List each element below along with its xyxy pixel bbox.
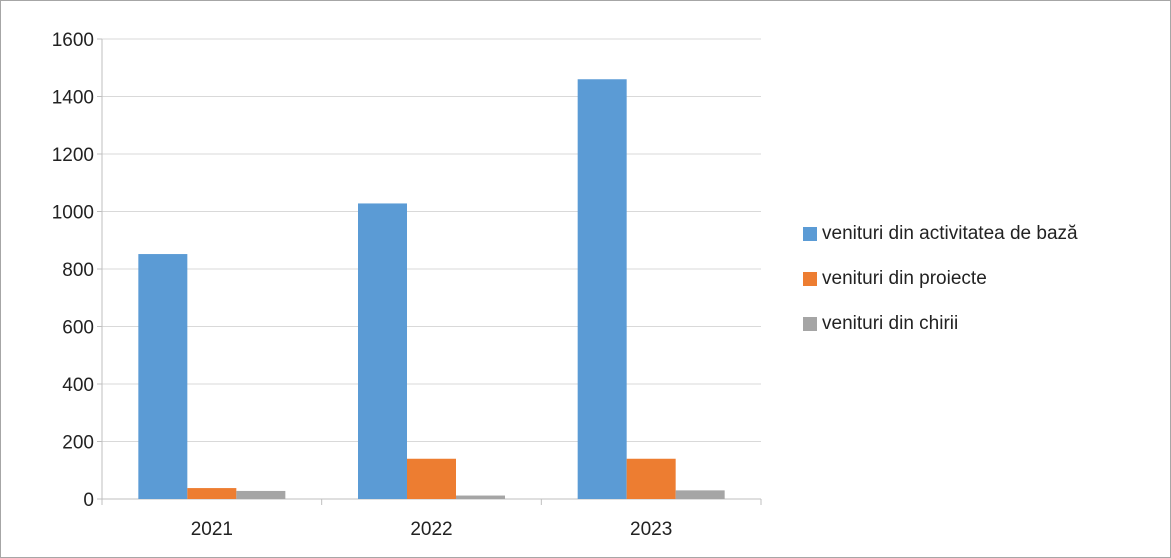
bar-2021-series-0 bbox=[138, 254, 188, 499]
x-tick-label: 2023 bbox=[630, 519, 672, 540]
y-tick-label: 400 bbox=[62, 375, 94, 396]
legend-swatch bbox=[803, 272, 817, 286]
y-tick-label: 200 bbox=[62, 433, 94, 454]
legend-label: venituri din chirii bbox=[822, 313, 958, 334]
y-tick-label: 1600 bbox=[52, 30, 94, 51]
x-tick-label: 2021 bbox=[191, 519, 233, 540]
axes bbox=[97, 38, 762, 505]
x-tick-label: 2022 bbox=[410, 519, 452, 540]
bar-2022-series-0 bbox=[358, 203, 407, 499]
y-tick-label: 1200 bbox=[52, 145, 94, 166]
y-tick-label: 1400 bbox=[52, 88, 94, 109]
bar-2023-series-2 bbox=[675, 490, 725, 499]
y-axis-ticks: 0 200 400 600 800 1000 1200 1400 1600 bbox=[52, 30, 94, 511]
y-tick-label: 600 bbox=[62, 318, 94, 339]
bar-2023-series-1 bbox=[626, 458, 676, 499]
bar-2021-series-2 bbox=[236, 490, 286, 499]
legend-item: venituri din activitatea de bază bbox=[803, 223, 1078, 244]
bar-2022-series-2 bbox=[456, 495, 505, 499]
gridlines bbox=[102, 38, 761, 442]
bar-2021-series-1 bbox=[187, 488, 237, 499]
legend-label: venituri din activitatea de bază bbox=[822, 223, 1078, 244]
legend-item: venituri din proiecte bbox=[803, 268, 987, 289]
y-tick-label: 800 bbox=[62, 260, 94, 281]
legend-swatch bbox=[803, 227, 817, 241]
legend-swatch bbox=[803, 317, 817, 331]
legend-item: venituri din chirii bbox=[803, 313, 958, 334]
x-axis-ticks: 2021 2022 2023 bbox=[191, 519, 673, 540]
y-tick-label: 1000 bbox=[52, 203, 94, 224]
legend: venituri din activitatea de bază venituri… bbox=[803, 223, 1078, 334]
bar-2022-series-1 bbox=[407, 458, 456, 499]
y-tick-label: 0 bbox=[83, 490, 94, 511]
legend-label: venituri din proiecte bbox=[822, 268, 987, 289]
bar-2023-series-0 bbox=[577, 79, 627, 499]
bars bbox=[138, 79, 725, 499]
